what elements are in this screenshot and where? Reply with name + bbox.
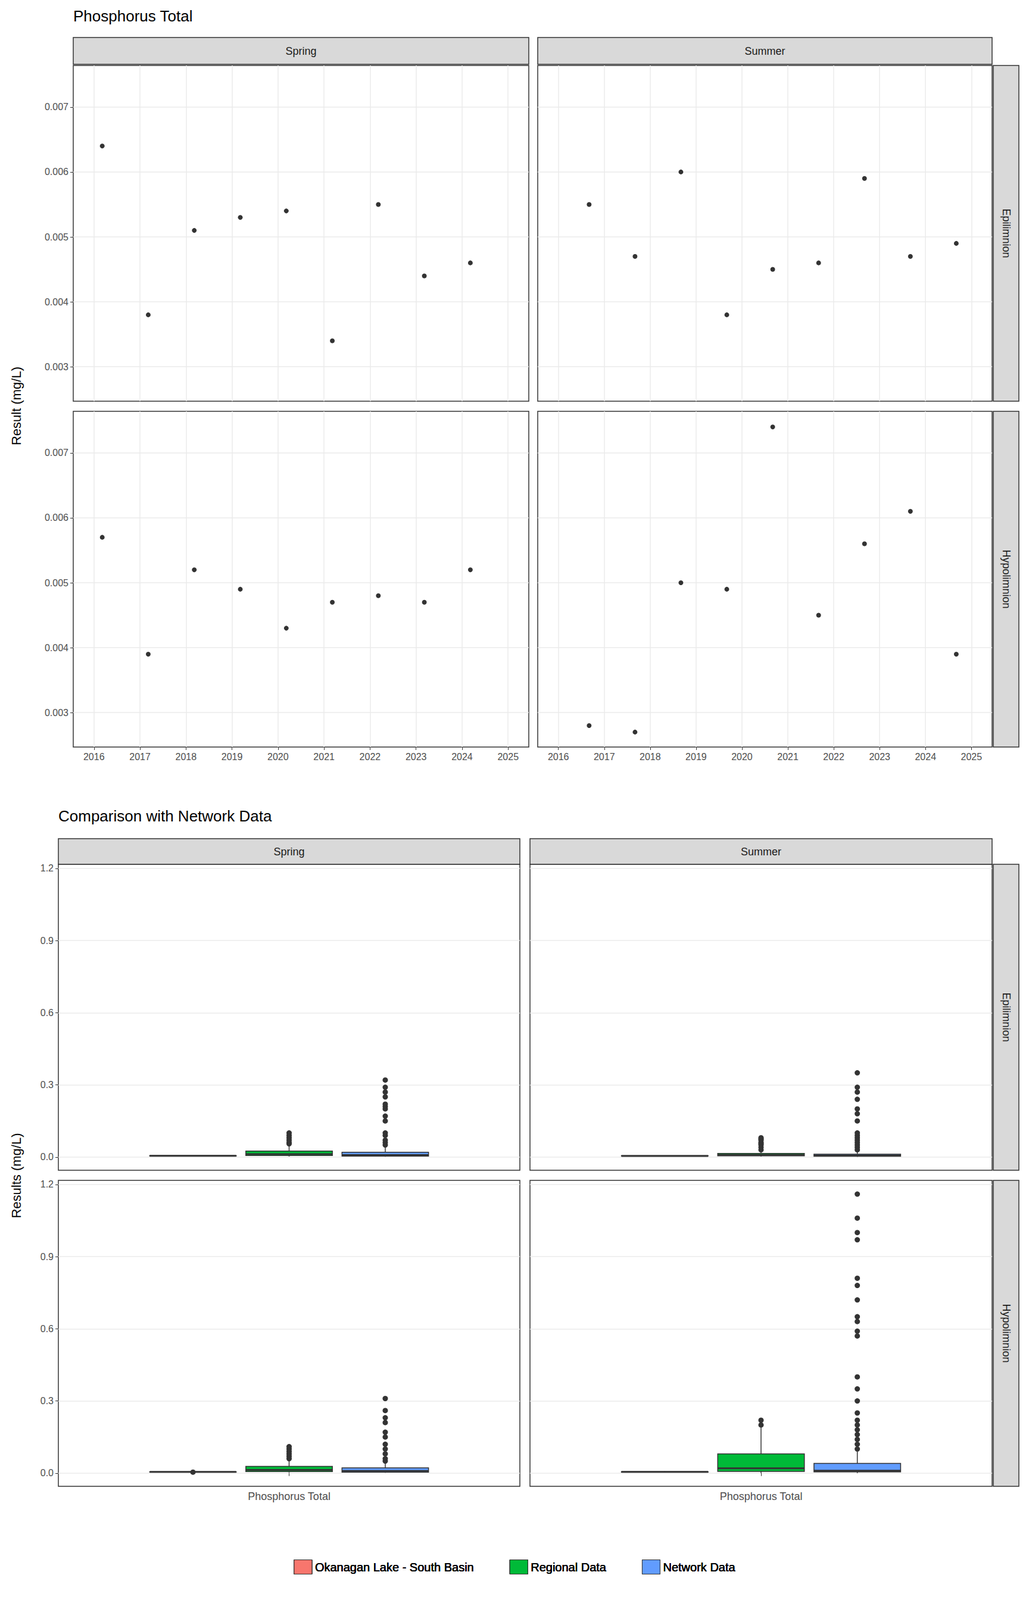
- svg-text:2020: 2020: [267, 752, 289, 763]
- svg-text:Okanagan Lake - South Basin: Okanagan Lake - South Basin: [315, 1561, 475, 1575]
- svg-text:Okanagan Lake - South Basin: Okanagan Lake - South Basin: [315, 1561, 475, 1575]
- svg-text:0.003: 0.003: [44, 362, 69, 373]
- svg-text:Epilimnion: Epilimnion: [1000, 992, 1013, 1043]
- svg-text:0.007: 0.007: [44, 101, 69, 112]
- svg-text:Network Data: Network Data: [662, 1561, 736, 1575]
- svg-text:2018: 2018: [175, 752, 198, 763]
- svg-text:0.9: 0.9: [40, 936, 54, 947]
- svg-text:0.004: 0.004: [44, 297, 69, 308]
- svg-text:2016: 2016: [83, 752, 105, 763]
- svg-text:2021: 2021: [313, 752, 335, 763]
- svg-text:Hypolimnion: Hypolimnion: [1000, 549, 1013, 609]
- svg-text:Phosphorus Total: Phosphorus Total: [247, 1491, 331, 1504]
- svg-text:2023: 2023: [405, 752, 427, 763]
- svg-text:0.006: 0.006: [44, 166, 69, 177]
- svg-text:2024: 2024: [451, 752, 473, 763]
- svg-text:0.0: 0.0: [40, 1468, 54, 1479]
- svg-text:2025: 2025: [961, 752, 983, 763]
- svg-text:2021: 2021: [777, 752, 799, 763]
- svg-text:Summer: Summer: [744, 45, 785, 58]
- svg-text:0.9: 0.9: [40, 1252, 54, 1263]
- svg-text:Network Data: Network Data: [662, 1561, 736, 1575]
- svg-text:Hypolimnion: Hypolimnion: [1000, 1304, 1013, 1364]
- svg-text:Network Data: Network Data: [662, 1561, 736, 1575]
- svg-text:2022: 2022: [822, 752, 845, 763]
- svg-text:2017: 2017: [593, 752, 616, 763]
- svg-text:Result (mg/L): Result (mg/L): [8, 366, 24, 446]
- svg-text:2016: 2016: [547, 752, 570, 763]
- svg-text:0.006: 0.006: [44, 512, 69, 523]
- svg-text:0.005: 0.005: [44, 232, 69, 243]
- svg-text:0.6: 0.6: [40, 1324, 54, 1335]
- svg-text:0.3: 0.3: [40, 1080, 54, 1091]
- svg-text:Regional Data: Regional Data: [530, 1561, 607, 1575]
- svg-text:Regional Data: Regional Data: [530, 1561, 607, 1575]
- svg-text:Spring: Spring: [273, 846, 305, 859]
- svg-text:Phosphorus Total: Phosphorus Total: [73, 7, 193, 26]
- svg-text:0.003: 0.003: [44, 708, 69, 719]
- svg-text:0.007: 0.007: [44, 447, 69, 458]
- svg-text:Okanagan Lake - South Basin: Okanagan Lake - South Basin: [315, 1561, 475, 1575]
- svg-text:Results (mg/L): Results (mg/L): [8, 1133, 24, 1219]
- svg-text:0.005: 0.005: [44, 578, 69, 589]
- svg-text:1.2: 1.2: [40, 863, 54, 874]
- svg-text:2024: 2024: [914, 752, 937, 763]
- svg-text:Epilimnion: Epilimnion: [1000, 208, 1013, 258]
- svg-text:Spring: Spring: [285, 45, 317, 58]
- svg-text:Comparison with Network Data: Comparison with Network Data: [58, 807, 273, 826]
- svg-text:0.004: 0.004: [44, 643, 69, 654]
- svg-text:2022: 2022: [359, 752, 382, 763]
- svg-text:2020: 2020: [731, 752, 753, 763]
- svg-text:1.2: 1.2: [40, 1179, 54, 1190]
- svg-text:0.6: 0.6: [40, 1008, 54, 1019]
- svg-text:2019: 2019: [221, 752, 243, 763]
- svg-text:2025: 2025: [497, 752, 519, 763]
- svg-text:0.0: 0.0: [40, 1152, 54, 1163]
- svg-text:2019: 2019: [685, 752, 707, 763]
- svg-text:2017: 2017: [129, 752, 151, 763]
- svg-text:Phosphorus Total: Phosphorus Total: [719, 1491, 803, 1504]
- svg-text:Regional Data: Regional Data: [530, 1561, 607, 1575]
- svg-text:Okanagan Lake - South Basin: Okanagan Lake - South Basin: [315, 1561, 475, 1575]
- svg-text:Regional Data: Regional Data: [530, 1561, 607, 1575]
- svg-text:Network Data: Network Data: [662, 1561, 736, 1575]
- svg-text:2018: 2018: [639, 752, 661, 763]
- svg-text:0.3: 0.3: [40, 1396, 54, 1407]
- svg-text:2023: 2023: [868, 752, 891, 763]
- svg-text:Summer: Summer: [740, 846, 782, 859]
